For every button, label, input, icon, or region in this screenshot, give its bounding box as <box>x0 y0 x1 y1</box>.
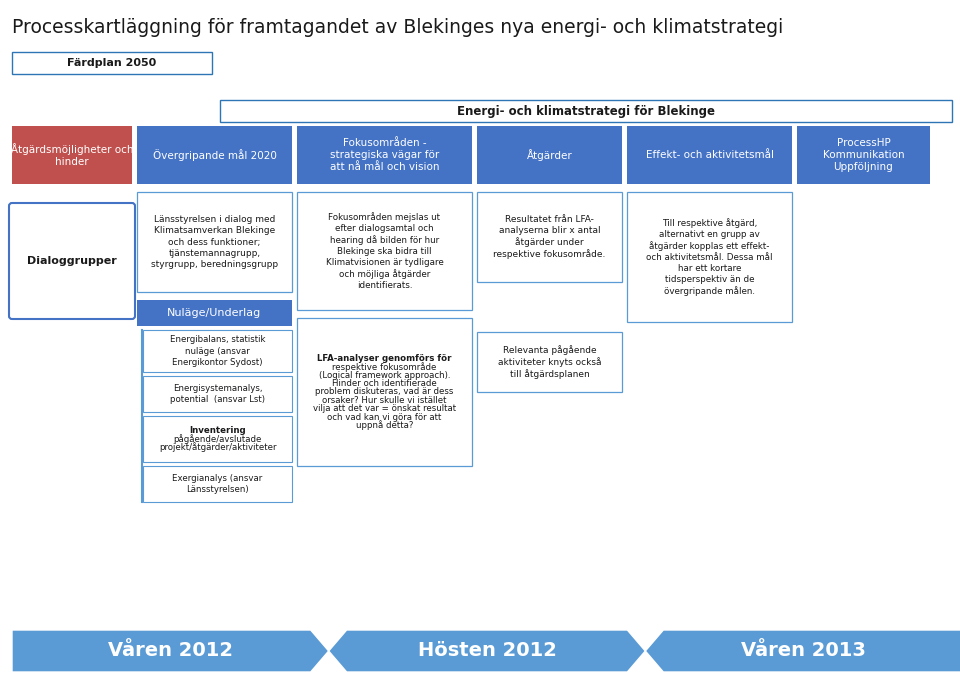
Text: LFA-analyser genomförs för: LFA-analyser genomförs för <box>317 354 452 363</box>
FancyBboxPatch shape <box>477 192 622 282</box>
Text: och vad kan vi göra för att: och vad kan vi göra för att <box>327 413 442 422</box>
Text: Till respektive åtgärd,
alternativt en grupp av
åtgärder kopplas ett effekt-
och: Till respektive åtgärd, alternativt en g… <box>646 218 773 296</box>
Text: Fokusområden -
strategiska vägar för
att nå mål och vision: Fokusområden - strategiska vägar för att… <box>329 137 440 172</box>
Text: Resultatet från LFA-
analyserna blir x antal
åtgärder under
respektive fokusområ: Resultatet från LFA- analyserna blir x a… <box>493 215 606 259</box>
FancyBboxPatch shape <box>12 126 132 184</box>
Text: Våren 2013: Våren 2013 <box>741 642 866 660</box>
Text: Hösten 2012: Hösten 2012 <box>418 642 557 660</box>
FancyBboxPatch shape <box>143 330 292 372</box>
Text: Processkartläggning för framtagandet av Blekinges nya energi- och klimatstrategi: Processkartläggning för framtagandet av … <box>12 18 783 37</box>
Text: Dialoggrupper: Dialoggrupper <box>27 256 117 266</box>
FancyBboxPatch shape <box>137 126 292 184</box>
FancyBboxPatch shape <box>797 126 930 184</box>
Text: vilja att det var = önskat resultat: vilja att det var = önskat resultat <box>313 404 456 414</box>
Text: Övergripande mål 2020: Övergripande mål 2020 <box>153 149 276 161</box>
FancyBboxPatch shape <box>297 318 472 466</box>
FancyBboxPatch shape <box>220 100 952 122</box>
Text: Energibalans, statistik
nuläge (ansvar
Energikontor Sydost): Energibalans, statistik nuläge (ansvar E… <box>170 335 265 367</box>
Text: Nuläge/Underlag: Nuläge/Underlag <box>167 308 262 318</box>
Polygon shape <box>328 630 645 672</box>
Text: Åtgärdsmöjligheter och
hinder: Åtgärdsmöjligheter och hinder <box>11 143 133 167</box>
Text: Inventering: Inventering <box>189 426 246 435</box>
Text: Relevanta pågående
aktiviteter knyts också
till åtgärdsplanen: Relevanta pågående aktiviteter knyts ock… <box>497 345 601 379</box>
FancyBboxPatch shape <box>627 192 792 322</box>
Polygon shape <box>645 630 960 672</box>
Text: respektive fokusområde: respektive fokusområde <box>332 362 437 372</box>
FancyBboxPatch shape <box>143 376 292 412</box>
FancyBboxPatch shape <box>143 416 292 462</box>
Text: Energi- och klimatstrategi för Blekinge: Energi- och klimatstrategi för Blekinge <box>457 104 715 117</box>
Text: uppnå detta?: uppnå detta? <box>356 420 413 431</box>
Text: Fokusområden mejslas ut
efter dialogsamtal och
hearing då bilden för hur
Bleking: Fokusområden mejslas ut efter dialogsamt… <box>325 212 444 291</box>
FancyBboxPatch shape <box>627 126 792 184</box>
Text: ProcessHP
Kommunikation
Uppföljning: ProcessHP Kommunikation Uppföljning <box>823 137 904 172</box>
Text: Åtgärder: Åtgärder <box>527 149 572 161</box>
Text: Färdplan 2050: Färdplan 2050 <box>67 58 156 68</box>
FancyBboxPatch shape <box>12 52 212 74</box>
FancyBboxPatch shape <box>297 192 472 310</box>
Text: Länsstyrelsen i dialog med
Klimatsamverkan Blekinge
och dess funktioner;
tjänste: Länsstyrelsen i dialog med Klimatsamverk… <box>151 215 278 269</box>
Text: Våren 2012: Våren 2012 <box>108 642 233 660</box>
Text: problem diskuteras, vad är dess: problem diskuteras, vad är dess <box>315 387 454 396</box>
Text: Energisystemanalys,
potential  (ansvar Lst): Energisystemanalys, potential (ansvar Ls… <box>170 384 265 404</box>
Text: (Logical framework approach).: (Logical framework approach). <box>319 371 450 380</box>
FancyBboxPatch shape <box>477 332 622 392</box>
FancyBboxPatch shape <box>137 192 292 292</box>
Polygon shape <box>12 630 328 672</box>
Text: Effekt- och aktivitetsmål: Effekt- och aktivitetsmål <box>645 150 774 160</box>
FancyBboxPatch shape <box>297 126 472 184</box>
Text: Exergianalys (ansvar
Länsstyrelsen): Exergianalys (ansvar Länsstyrelsen) <box>173 474 263 494</box>
FancyBboxPatch shape <box>143 466 292 502</box>
Text: projekt/åtgärder/aktiviteter: projekt/åtgärder/aktiviteter <box>158 442 276 452</box>
Text: Hinder och identifierade: Hinder och identifierade <box>332 379 437 388</box>
FancyBboxPatch shape <box>477 126 622 184</box>
Text: orsaker? Hur skulle vi istället: orsaker? Hur skulle vi istället <box>323 396 446 405</box>
FancyBboxPatch shape <box>137 300 292 326</box>
Text: pågående/avslutade: pågående/avslutade <box>174 434 262 444</box>
FancyBboxPatch shape <box>9 203 135 319</box>
